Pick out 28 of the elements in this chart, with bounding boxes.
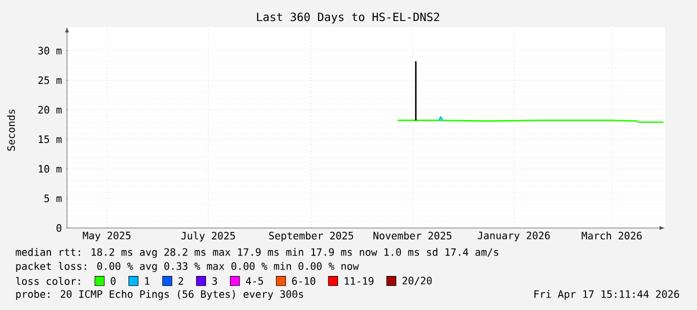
text: probe: 20 ICMP Echo Pings (56 Bytes) every 300s: [16, 290, 304, 300]
y-tick-label: 25 m: [38, 76, 62, 84]
x-tick-label: May 2025: [82, 232, 130, 242]
legend-label: 6-10: [292, 277, 316, 285]
x-tick-label: September 2025: [269, 232, 354, 242]
y-tick-label: 0: [56, 224, 62, 232]
x-tick-label: March 2026: [582, 232, 642, 240]
y-axis-title: Seconds: [7, 110, 15, 151]
text: median rtt: 18.2 ms avg 28.2 ms max 17.9 ms min 17.9 ms now 1.0 ms sd 17.4 am/s: [16, 248, 498, 258]
legend-label: 0: [110, 277, 116, 285]
x-tick-label: July 2025: [181, 232, 235, 242]
legend-label: 2: [178, 277, 184, 285]
x-tick-label: November 2025: [374, 232, 452, 240]
text: Fri Apr 17 15:11:44 2026: [534, 290, 680, 300]
legend-label: 11-19: [344, 277, 374, 285]
y-tick-label: 5 m: [44, 194, 62, 202]
chart-title: Last 360 Days to HS-EL-DNS2: [257, 12, 440, 24]
text: packet loss: 0.00 % avg 0.33 % max 0.00 % min 0.00 % now: [16, 262, 359, 272]
y-tick-label: 15 m: [38, 136, 62, 144]
legend-title: loss color:: [16, 277, 80, 285]
x-tick-label: January 2026: [478, 232, 550, 242]
y-tick-label: 20 m: [38, 106, 62, 114]
legend-label: 1: [145, 277, 150, 285]
legend-label: 4-5: [246, 277, 263, 285]
y-tick-label: 10 m: [38, 165, 62, 173]
legend-label: 20/20: [402, 276, 432, 286]
legend-label: 3: [212, 277, 217, 285]
y-tick-label: 30 m: [38, 46, 62, 54]
